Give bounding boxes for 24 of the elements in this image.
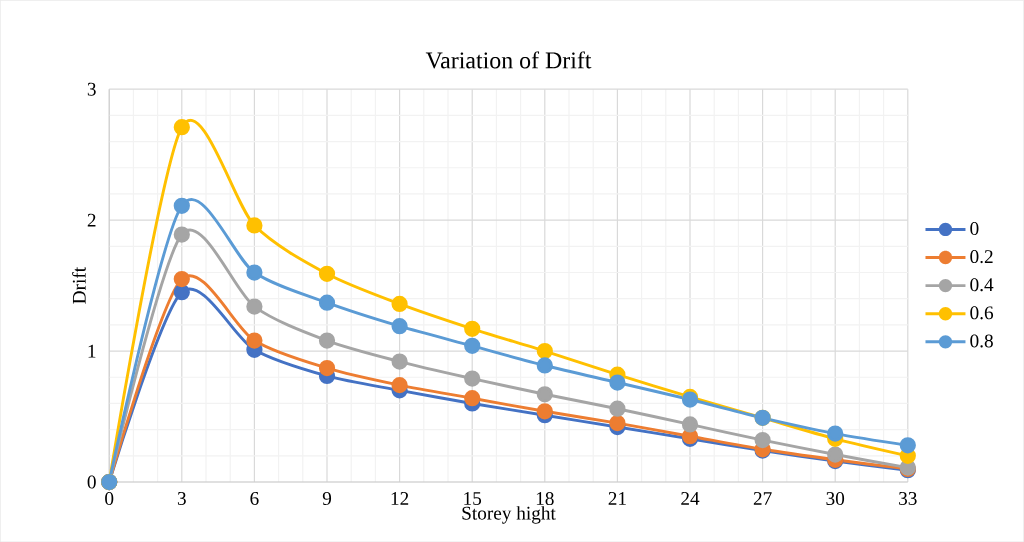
x-tick-label: 33 bbox=[899, 491, 917, 505]
y-tick-label: 0 bbox=[87, 475, 96, 489]
y-axis-title: Drift bbox=[72, 266, 86, 304]
legend-label: 0 bbox=[970, 221, 979, 235]
legend-label: 0.2 bbox=[970, 249, 993, 264]
x-tick-label: 15 bbox=[464, 491, 482, 505]
legend-label: 0.6 bbox=[970, 306, 994, 320]
x-tick-label: 6 bbox=[250, 491, 259, 505]
x-tick-label: 21 bbox=[608, 491, 626, 505]
x-tick-label: 0 bbox=[105, 491, 114, 505]
legend-label: 0.4 bbox=[970, 278, 994, 292]
y-tick-label: 2 bbox=[87, 213, 96, 227]
x-tick-label: 18 bbox=[536, 491, 554, 505]
y-tick-label: 3 bbox=[87, 82, 96, 96]
x-tick-label: 27 bbox=[753, 491, 772, 505]
y-tick-label: 1 bbox=[88, 344, 96, 358]
x-axis-title: Storey hight bbox=[462, 506, 556, 524]
x-tick-label: 30 bbox=[826, 491, 845, 505]
legend-label: 0.8 bbox=[970, 334, 993, 348]
x-tick-label: 12 bbox=[391, 491, 409, 505]
x-tick-label: 24 bbox=[681, 491, 700, 505]
x-tick-label: 3 bbox=[177, 491, 186, 505]
chart-title: Variation of Drift bbox=[425, 51, 592, 69]
x-tick-label: 9 bbox=[322, 491, 332, 505]
